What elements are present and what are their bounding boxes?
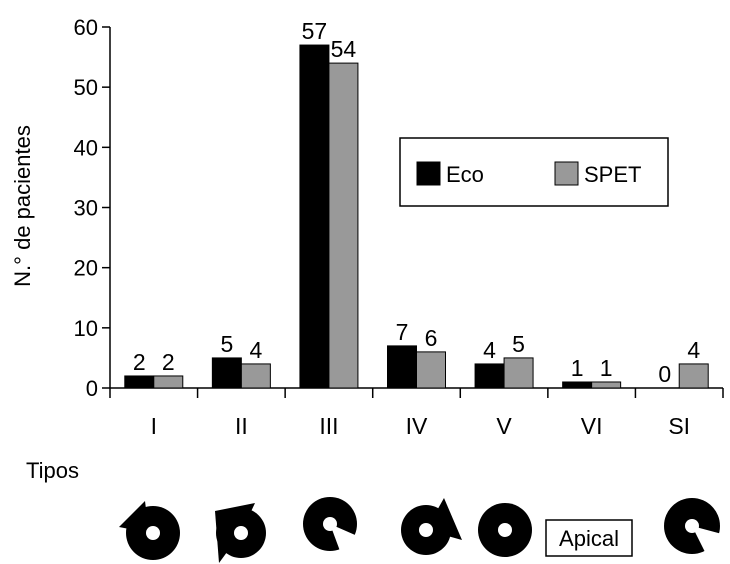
data-label-eco: 1 (571, 355, 584, 381)
y-tick-label: 20 (74, 256, 98, 281)
y-tick-label: 60 (74, 15, 98, 40)
legend-label-eco: Eco (446, 162, 484, 187)
x-tick-label: VI (581, 413, 603, 439)
defect-ring-icon (119, 501, 180, 560)
legend-box (399, 137, 669, 207)
y-tick-label: 30 (74, 196, 98, 221)
x-tick-label: SI (668, 413, 690, 439)
data-label-eco: 57 (302, 18, 328, 44)
data-label-eco: 0 (658, 361, 671, 387)
bar-spet (416, 351, 446, 389)
y-axis-title: N.° de pacientes (10, 125, 35, 287)
defect-ring-icon (215, 503, 266, 563)
legend: Eco SPET (399, 137, 669, 207)
legend-swatch-eco (416, 161, 441, 186)
bar-eco (211, 357, 242, 389)
y-tick-label: 10 (74, 316, 98, 341)
data-label-spet: 5 (512, 331, 525, 357)
x-tick-label: II (235, 413, 248, 439)
data-label-eco: 5 (220, 331, 233, 357)
legend-label-spet: SPET (584, 162, 641, 187)
apical-label: Apical (559, 526, 619, 551)
data-label-eco: 7 (396, 319, 409, 345)
x-tick-label: IV (406, 413, 428, 439)
defect-ring-icon (401, 498, 462, 555)
bar-spet (328, 62, 359, 389)
data-label-spet: 4 (249, 337, 262, 363)
defect-ring-icon (664, 498, 722, 554)
bar-spet (678, 363, 709, 389)
x-tick-label: I (151, 413, 157, 439)
data-label-spet: 54 (331, 36, 357, 62)
bar-eco (387, 345, 417, 389)
data-label-eco: 2 (133, 349, 146, 375)
data-label-spet: 1 (600, 355, 613, 381)
bar-eco (474, 363, 505, 389)
legend-swatch-spet (554, 161, 579, 186)
y-tick-label: 50 (74, 75, 98, 100)
x-tick-label: III (319, 413, 338, 439)
apical-box: Apical (545, 519, 633, 557)
bar-spet (240, 363, 271, 389)
defect-ring-icon (478, 503, 532, 557)
defect-ring-icon (303, 497, 362, 551)
data-label-spet: 4 (687, 337, 700, 363)
y-tick-label: 0 (86, 376, 98, 401)
y-tick-label: 40 (74, 135, 98, 160)
x-tick-label: V (496, 413, 512, 439)
bar-spet (591, 381, 622, 389)
bar-eco (562, 381, 593, 389)
types-label: Tipos (26, 458, 79, 483)
bar-eco (299, 44, 330, 389)
bar-spet (153, 375, 184, 389)
bar-eco (124, 375, 155, 389)
data-label-spet: 2 (162, 349, 175, 375)
bar-spet (503, 357, 534, 389)
data-label-spet: 6 (425, 325, 438, 351)
data-label-eco: 4 (483, 337, 496, 363)
bars (124, 44, 709, 389)
